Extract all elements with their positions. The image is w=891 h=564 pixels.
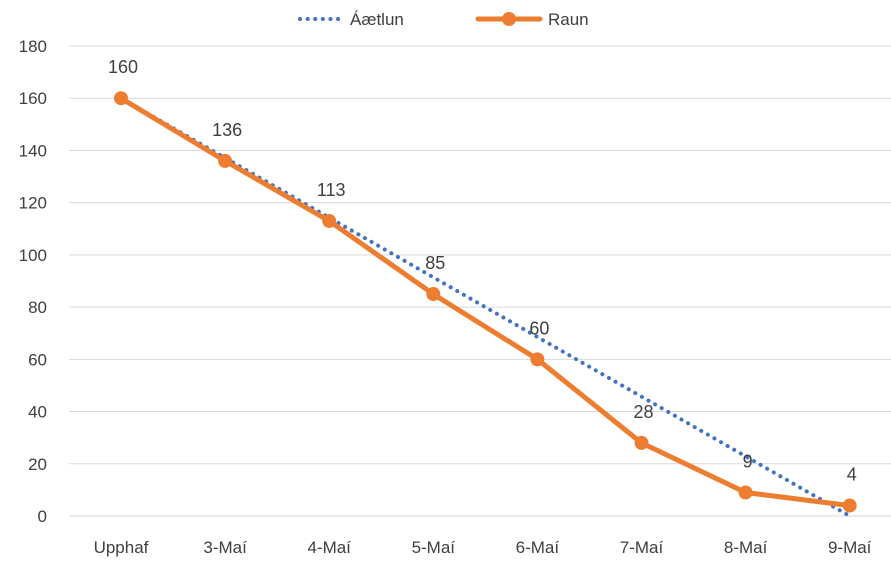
series-line-plan: [119, 96, 852, 518]
legend-marker-actual: [502, 12, 516, 26]
x-category-label: 3-Maí: [203, 538, 247, 557]
series-line-actual: [118, 95, 853, 509]
legend: Áætlun Raun: [298, 10, 589, 29]
x-category-label: 5-Maí: [412, 538, 456, 557]
data-point: [218, 153, 233, 168]
data-point: [738, 485, 753, 500]
x-category-label: 4-Maí: [307, 538, 351, 557]
data-point: [842, 498, 857, 513]
data-label: 4: [847, 465, 857, 485]
x-category-label: 7-Maí: [620, 538, 664, 557]
x-category-label: Upphaf: [94, 538, 149, 557]
data-point: [634, 435, 649, 450]
data-point: [114, 91, 128, 106]
data-labels: 160 136 113 85 60 28 9 4: [108, 57, 857, 484]
data-point: [322, 213, 337, 228]
y-tick-label: 120: [19, 194, 47, 213]
data-label: 136: [212, 120, 242, 140]
series-markers: [114, 91, 857, 513]
y-tick-label: 160: [19, 89, 47, 108]
data-label: 113: [317, 180, 346, 200]
y-tick-label: 60: [28, 350, 47, 369]
data-point: [426, 287, 441, 302]
data-label: 160: [108, 57, 138, 77]
y-tick-label: 100: [19, 246, 47, 265]
x-category-label: 8-Maí: [724, 538, 768, 557]
y-tick-label: 20: [28, 455, 47, 474]
gridlines: [69, 45, 891, 517]
x-category-label: 9-Maí: [828, 538, 872, 557]
data-label: 28: [633, 402, 653, 422]
y-tick-label: 140: [19, 141, 47, 160]
legend-label-plan: Áætlun: [350, 10, 404, 29]
y-tick-label: 0: [38, 507, 47, 526]
x-axis-categories: Upphaf 3-Maí 4-Maí 5-Maí 6-Maí 7-Maí 8-Maí 9-Ma…: [94, 538, 872, 557]
y-tick-label: 180: [19, 37, 47, 56]
data-label: 60: [529, 318, 549, 338]
data-label: 85: [425, 253, 445, 273]
data-label: 9: [743, 452, 753, 472]
y-tick-label: 80: [28, 298, 47, 317]
legend-label-actual: Raun: [548, 10, 589, 29]
data-point: [530, 352, 545, 367]
y-axis-ticks: 0 20 40 60 80 100 120 140 160 180: [19, 37, 47, 526]
x-category-label: 6-Maí: [516, 538, 560, 557]
series-lines: [118, 95, 853, 518]
y-tick-label: 40: [28, 403, 47, 422]
